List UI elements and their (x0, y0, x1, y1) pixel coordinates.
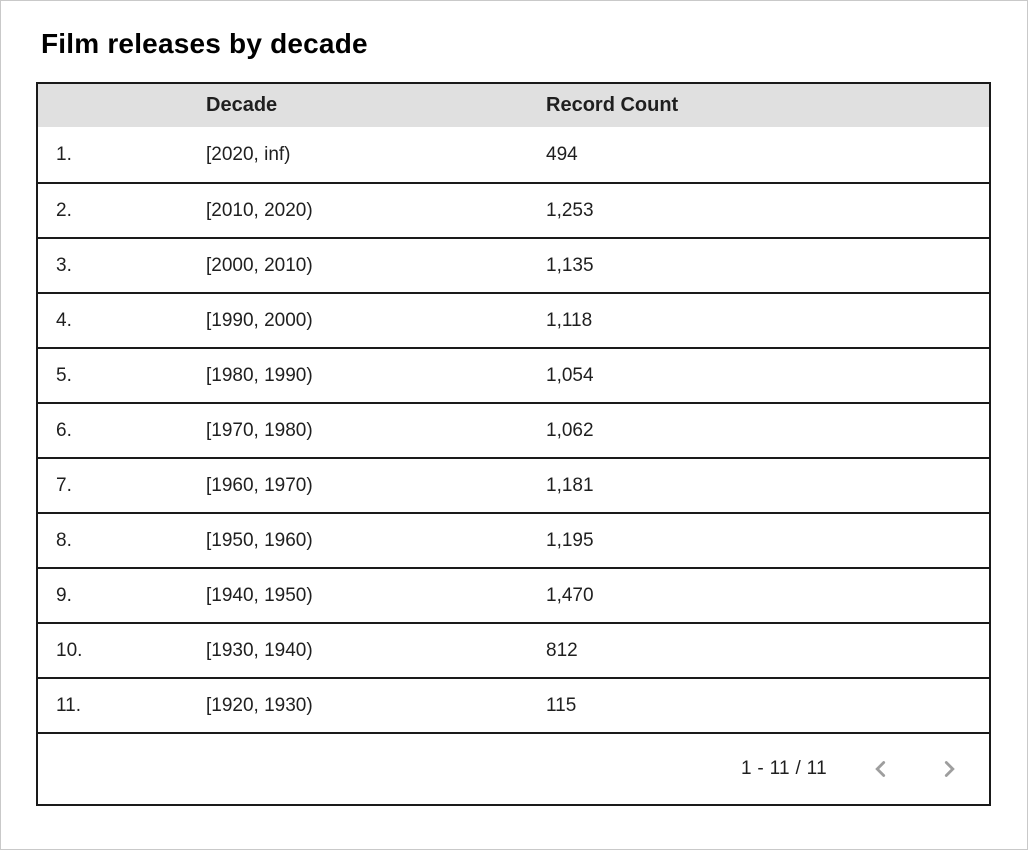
table-row: 3. [2000, 2010) 1,135 (38, 237, 989, 292)
row-record-count: 494 (546, 143, 578, 165)
row-index: 6. (56, 419, 72, 441)
page-title: Film releases by decade (41, 28, 368, 59)
pagination-range-label: 1 - 11 / 11 (740, 758, 827, 779)
table-row: 2. [2010, 2020) 1,253 (38, 182, 989, 237)
chevron-right-icon (936, 756, 962, 782)
row-decade: [2010, 2020) (206, 199, 313, 221)
row-decade: [1930, 1940) (206, 639, 313, 661)
row-index: 7. (56, 474, 72, 496)
row-record-count: 115 (546, 694, 577, 716)
row-decade: [1980, 1990) (206, 364, 313, 386)
table-row: 8. [1950, 1960) 1,195 (38, 512, 989, 567)
data-table: Decade Record Count 1. [2020, inf) 494 2… (36, 82, 991, 806)
table-row: 11. [1920, 1930) 115 (38, 677, 989, 732)
row-record-count: 1,062 (546, 419, 594, 441)
row-record-count: 1,118 (546, 309, 593, 331)
table-row: 4. [1990, 2000) 1,118 (38, 292, 989, 347)
row-index: 5. (56, 364, 72, 386)
row-index: 11. (56, 694, 82, 716)
table-row: 1. [2020, inf) 494 (38, 127, 989, 182)
table-row: 6. [1970, 1980) 1,062 (38, 402, 989, 457)
row-decade: [1990, 2000) (206, 309, 313, 331)
row-record-count: 812 (546, 639, 578, 661)
chevron-left-icon (868, 756, 894, 782)
row-index: 4. (56, 309, 72, 331)
column-header-record-count[interactable]: Record Count (546, 94, 679, 116)
table-row: 7. [1960, 1970) 1,181 (38, 457, 989, 512)
row-index: 3. (56, 254, 72, 276)
row-index: 2. (56, 199, 72, 221)
previous-page-button[interactable] (867, 755, 895, 783)
row-decade: [2020, inf) (206, 143, 291, 165)
row-record-count: 1,253 (546, 199, 594, 221)
row-index: 8. (56, 529, 72, 551)
row-record-count: 1,054 (546, 364, 594, 386)
table-header-row: Decade Record Count (38, 84, 989, 127)
table-row: 5. [1980, 1990) 1,054 (38, 347, 989, 402)
row-index: 9. (56, 584, 72, 606)
row-decade: [1940, 1950) (206, 584, 313, 606)
row-record-count: 1,470 (546, 584, 594, 606)
row-record-count: 1,195 (546, 529, 594, 551)
row-decade: [1920, 1930) (206, 694, 313, 716)
table-footer: 1 - 11 / 11 (38, 732, 989, 804)
row-record-count: 1,135 (546, 254, 594, 276)
table-body: 1. [2020, inf) 494 2. [2010, 2020) 1,253… (38, 127, 989, 732)
row-decade: [2000, 2010) (206, 254, 313, 276)
table-row: 9. [1940, 1950) 1,470 (38, 567, 989, 622)
row-record-count: 1,181 (546, 474, 594, 496)
table-row: 10. [1930, 1940) 812 (38, 622, 989, 677)
row-index: 10. (56, 639, 83, 661)
row-decade: [1960, 1970) (206, 474, 313, 496)
next-page-button[interactable] (935, 755, 963, 783)
row-index: 1. (56, 143, 72, 165)
column-header-decade[interactable]: Decade (206, 94, 278, 116)
row-decade: [1950, 1960) (206, 529, 313, 551)
row-decade: [1970, 1980) (206, 419, 313, 441)
